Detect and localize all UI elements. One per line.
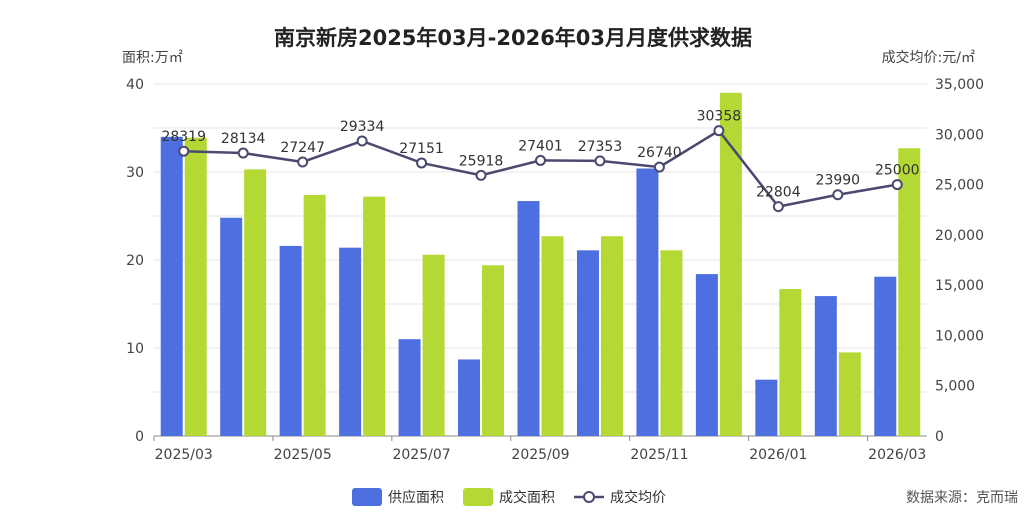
left-axis-unit: 面积:万㎡ — [122, 50, 183, 66]
bar-deal — [363, 196, 386, 436]
price-point — [297, 156, 309, 168]
price-label: 29334 — [340, 119, 385, 135]
price-point — [416, 157, 428, 169]
price-label: 28319 — [161, 129, 206, 145]
y-left-tick-label: 40 — [126, 77, 144, 93]
price-line: 28319 28134 27247 29334 27151 25918 27401 27353… — [161, 109, 920, 213]
price-point — [594, 155, 606, 167]
bar-supply — [398, 339, 421, 436]
bar-supply — [874, 276, 897, 436]
y-left-tick-label: 30 — [126, 165, 144, 181]
price-point — [772, 201, 784, 213]
bar-deal — [184, 137, 207, 436]
price-label: 27353 — [578, 139, 623, 155]
bar-deal — [303, 194, 326, 436]
price-label: 25918 — [459, 153, 504, 169]
bar-supply — [755, 379, 778, 436]
bar-supply — [517, 201, 540, 436]
price-point — [356, 135, 368, 147]
bar-deal — [719, 92, 742, 437]
price-point — [713, 125, 725, 137]
y-right-tick-label: 25,000 — [935, 178, 984, 194]
y-left-tick-label: 0 — [135, 429, 144, 445]
bar-supply — [814, 296, 837, 436]
bar-deal — [422, 254, 445, 436]
price-label: 27247 — [280, 140, 325, 156]
source-note: 数据来源：克而瑞 — [906, 490, 1018, 506]
axes: 0 10 20 30 40 0 5,000 10,000 15,000 20,000 25,000 3… — [126, 77, 984, 463]
price-point — [891, 179, 903, 191]
price-label: 27151 — [399, 141, 444, 157]
y-right-tick-label: 30,000 — [935, 127, 984, 143]
x-tick-label: 2025/11 — [630, 447, 688, 463]
price-label: 27401 — [518, 138, 563, 154]
x-tick-label: 2025/05 — [274, 447, 332, 463]
legend-item[interactable]: 成交面积 — [463, 488, 555, 506]
price-label: 26740 — [637, 145, 682, 161]
price-label: 22804 — [756, 185, 801, 201]
price-label: 25000 — [875, 163, 920, 179]
price-point — [535, 154, 546, 166]
legend-label: 成交均价 — [610, 489, 666, 506]
bar-deal — [838, 352, 861, 436]
legend-swatch — [352, 488, 382, 506]
bar-supply — [160, 136, 183, 437]
legend-swatch — [463, 488, 493, 506]
y-right-tick-label: 5,000 — [935, 379, 975, 395]
y-left-tick-label: 10 — [126, 341, 144, 357]
price-label: 28134 — [221, 131, 266, 147]
x-tick-label: 2025/03 — [155, 447, 213, 463]
price-point — [237, 147, 249, 159]
bar-deal — [779, 289, 802, 436]
chart-title: 南京新房2025年03月-2026年03月月度供求数据 — [274, 26, 752, 50]
y-right-tick-label: 10,000 — [935, 328, 984, 344]
y-right-tick-label: 35,000 — [935, 77, 984, 93]
legend-marker — [583, 491, 595, 503]
bar-deal — [898, 148, 921, 437]
price-point — [178, 145, 190, 157]
y-right-tick-label: 0 — [935, 429, 944, 445]
bar-deal — [660, 250, 683, 436]
legend-label: 供应面积 — [388, 489, 444, 506]
price-label: 23990 — [816, 173, 861, 189]
bar-deal — [482, 265, 505, 436]
price-point — [653, 161, 665, 173]
legend[interactable]: 供应面积 成交面积 成交均价 — [352, 488, 666, 506]
bar-supply — [279, 245, 302, 436]
right-axis-unit: 成交均价:元/㎡ — [882, 49, 975, 66]
y-right-tick-label: 20,000 — [935, 228, 984, 244]
grid — [154, 83, 927, 437]
bar-supply — [636, 168, 659, 437]
price-point — [475, 169, 487, 181]
bar-supply — [458, 359, 481, 436]
x-tick-label: 2026/03 — [868, 447, 926, 463]
legend-item[interactable]: 供应面积 — [352, 488, 444, 506]
x-tick-label: 2025/09 — [511, 447, 569, 463]
x-tick-label: 2025/07 — [392, 447, 450, 463]
bar-deal — [541, 236, 564, 436]
y-left-tick-label: 20 — [126, 253, 144, 269]
y-right-tick-label: 15,000 — [935, 278, 984, 294]
x-tick-label: 2026/01 — [749, 447, 807, 463]
bar-supply — [695, 274, 718, 436]
bar-deal — [244, 169, 267, 437]
bars — [160, 92, 921, 437]
bar-deal — [600, 236, 623, 436]
legend-label: 成交面积 — [499, 489, 555, 506]
price-point — [832, 189, 844, 201]
bar-supply — [220, 217, 243, 436]
legend-item[interactable]: 成交均价 — [574, 489, 666, 506]
bar-supply — [339, 247, 362, 436]
price-label: 30358 — [697, 109, 742, 125]
bar-supply — [576, 250, 599, 436]
